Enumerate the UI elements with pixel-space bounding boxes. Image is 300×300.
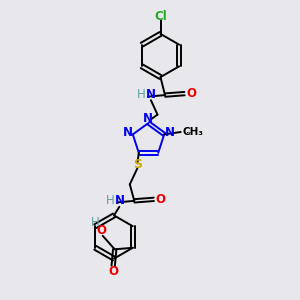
Text: O: O (96, 224, 106, 237)
Text: Cl: Cl (154, 10, 167, 23)
Text: H: H (106, 194, 115, 207)
Text: H: H (91, 216, 100, 230)
Text: O: O (108, 265, 118, 278)
Text: N: N (146, 88, 156, 101)
Text: O: O (186, 87, 196, 100)
Text: N: N (115, 194, 125, 207)
Text: methyl: methyl (187, 131, 192, 133)
Text: methyl: methyl (0, 299, 1, 300)
Text: N: N (165, 125, 175, 139)
Text: N: N (122, 126, 132, 140)
Text: H: H (136, 88, 146, 101)
Text: S: S (133, 158, 142, 171)
Text: O: O (155, 193, 165, 206)
Text: CH₃: CH₃ (182, 127, 203, 137)
Text: N: N (143, 112, 153, 125)
